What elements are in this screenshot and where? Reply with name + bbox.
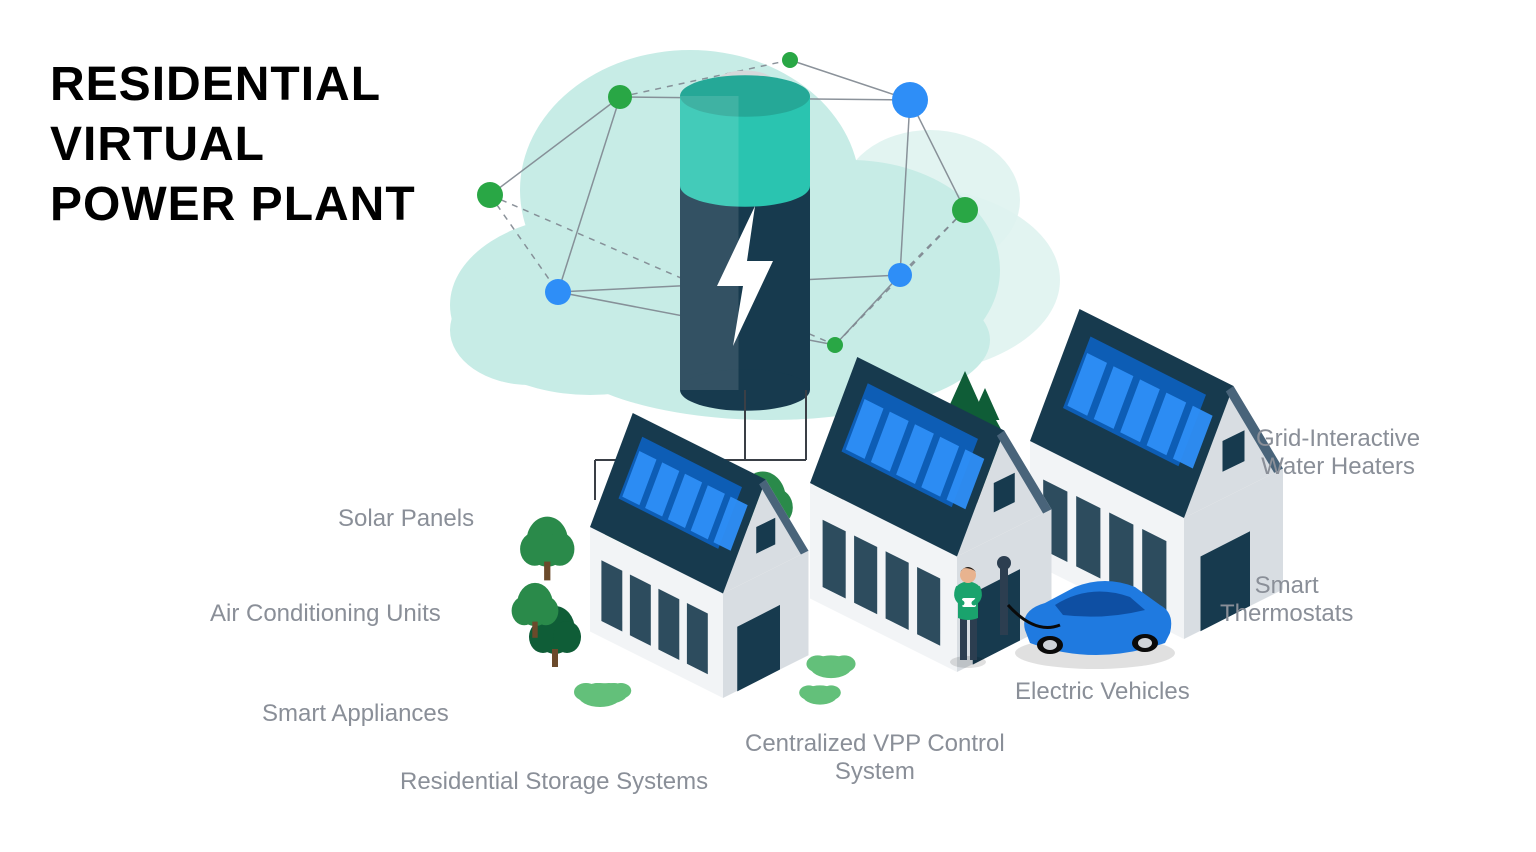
label-heaters: Grid-Interactive Water Heaters: [1256, 425, 1420, 481]
label-ac: Air Conditioning Units: [210, 600, 441, 628]
label-thermostats: Smart Thermostats: [1220, 572, 1353, 628]
label-storage: Residential Storage Systems: [400, 768, 708, 796]
infographic-stage: RESIDENTIAL VIRTUAL POWER PLANT Solar Pa…: [0, 0, 1536, 852]
label-appliances: Smart Appliances: [262, 700, 449, 728]
house-icon: [520, 413, 808, 704]
label-ev: Electric Vehicles: [1015, 678, 1190, 706]
battery-icon: [680, 71, 810, 411]
label-solar: Solar Panels: [338, 505, 474, 533]
label-control: Centralized VPP Control System: [745, 730, 1005, 786]
